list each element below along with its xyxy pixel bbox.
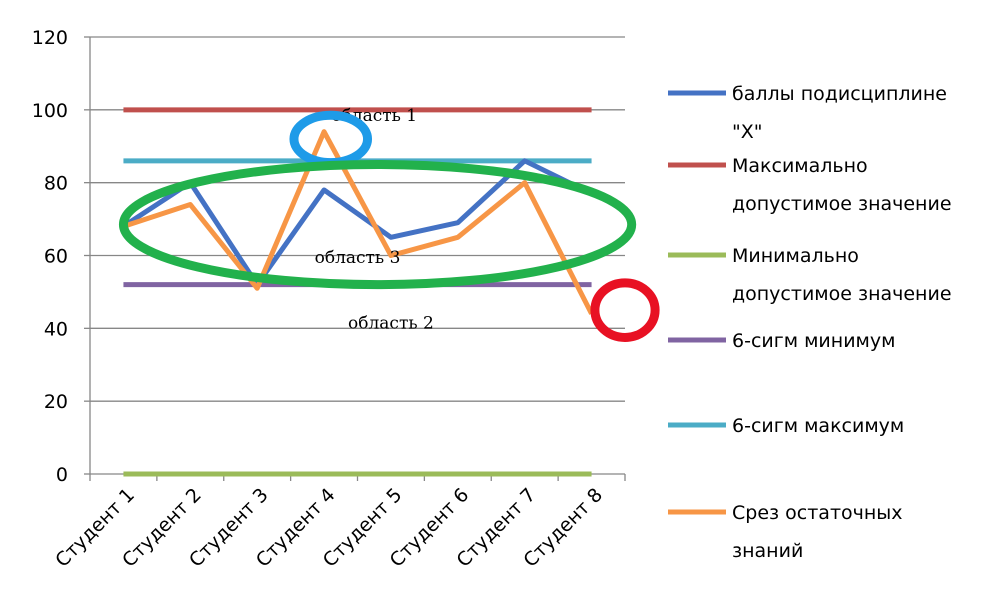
highlight-ellipses xyxy=(118,110,660,342)
legend-label: баллы подисциплине xyxy=(732,83,947,105)
legend-label: 6-сигм минимум xyxy=(732,330,895,352)
y-tick-label: 20 xyxy=(44,391,68,413)
highlight-ellipse xyxy=(590,278,660,342)
y-tick-label: 100 xyxy=(32,100,68,122)
y-tick-label: 80 xyxy=(44,173,68,195)
annotation-label: область 2 xyxy=(348,313,434,333)
annotation-label: область 3 xyxy=(315,248,401,268)
legend: баллы подисциплине "Х" Максимально допустим… xyxy=(668,83,952,562)
legend-label: Минимально xyxy=(732,245,859,267)
legend-label: Срез остаточных xyxy=(732,502,903,524)
legend-label: 6-сигм максимум xyxy=(732,415,904,437)
legend-label: Максимально xyxy=(732,155,868,177)
highlight-ellipse xyxy=(118,159,637,290)
series-line xyxy=(122,129,594,315)
y-axis-ticks: 0 20 40 60 80 100 120 xyxy=(32,27,90,486)
y-tick-label: 60 xyxy=(44,246,68,268)
y-tick-label: 40 xyxy=(44,318,68,340)
y-tick-label: 0 xyxy=(56,464,68,486)
y-tick-label: 120 xyxy=(32,27,68,49)
legend-label: допустимое значение xyxy=(732,193,952,215)
legend-label: знаний xyxy=(732,540,803,562)
legend-label: "Х" xyxy=(732,121,763,143)
legend-label: допустимое значение xyxy=(732,283,952,305)
